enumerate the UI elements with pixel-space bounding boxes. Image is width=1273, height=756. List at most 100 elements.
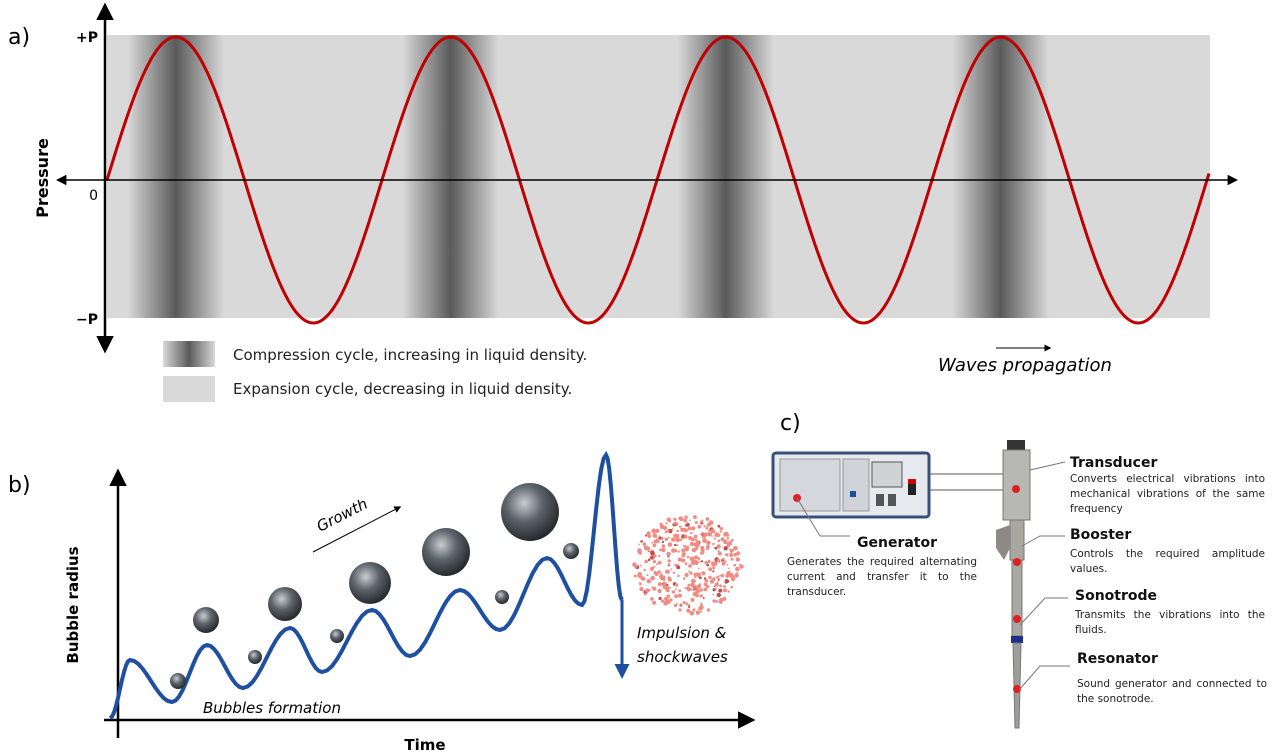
- particle: [666, 529, 670, 533]
- particle: [658, 536, 662, 540]
- particle: [656, 563, 659, 566]
- particle: [697, 561, 700, 564]
- legend-text: Expansion cycle, decreasing in liquid de…: [233, 380, 572, 398]
- particle: [693, 572, 697, 577]
- particle: [675, 521, 677, 524]
- particle: [694, 547, 699, 551]
- particle: [659, 524, 665, 530]
- particle: [674, 594, 678, 599]
- particle: [650, 575, 655, 581]
- particle: [680, 528, 685, 532]
- particle: [700, 545, 705, 550]
- particle: [705, 517, 710, 521]
- particle: [692, 588, 696, 592]
- particle: [699, 560, 702, 563]
- particle: [668, 577, 672, 582]
- particle: [727, 590, 730, 593]
- particle: [695, 593, 699, 598]
- particle: [653, 539, 658, 544]
- particle: [640, 576, 645, 581]
- particle: [727, 567, 730, 570]
- particle: [717, 539, 720, 542]
- particle: [717, 524, 721, 528]
- y-label: 0: [89, 188, 98, 204]
- particle: [677, 574, 680, 578]
- particle: [633, 574, 637, 578]
- particle: [646, 531, 651, 536]
- particle: [637, 573, 642, 578]
- particle: [736, 557, 739, 560]
- particle: [669, 586, 671, 589]
- particle: [696, 584, 702, 589]
- particle: [644, 559, 648, 564]
- particle: [667, 559, 671, 563]
- component-name: Booster: [1070, 527, 1132, 543]
- particle: [717, 578, 720, 581]
- particle: [732, 577, 736, 580]
- particle: [730, 538, 734, 542]
- bubble: [422, 528, 470, 576]
- particle: [684, 572, 689, 578]
- particle: [643, 592, 647, 596]
- particle: [676, 544, 678, 546]
- particle: [673, 604, 678, 608]
- particle: [660, 599, 665, 603]
- particle: [677, 593, 682, 598]
- particle: [706, 522, 711, 527]
- particle: [689, 572, 692, 575]
- particle: [733, 563, 737, 567]
- particle: [701, 550, 705, 554]
- legend-swatch: [163, 376, 215, 402]
- particle: [664, 597, 669, 602]
- particle: [679, 603, 682, 606]
- particle: [681, 553, 686, 558]
- particle: [714, 546, 718, 550]
- particle: [689, 519, 691, 522]
- particle: [653, 554, 657, 558]
- particle: [695, 556, 698, 559]
- component-name: Sonotrode: [1075, 588, 1158, 604]
- y-label: +P: [76, 30, 98, 46]
- generator-device: [771, 451, 931, 519]
- particle: [655, 536, 658, 538]
- particle: [689, 611, 695, 616]
- particle: [662, 575, 666, 579]
- component-name: Transducer: [1070, 455, 1158, 471]
- particle: [695, 610, 700, 615]
- particle: [672, 571, 676, 574]
- particle: [685, 602, 688, 606]
- annotation: Impulsion &: [637, 624, 727, 642]
- particle: [722, 538, 726, 542]
- particle: [714, 532, 720, 538]
- particle: [650, 597, 654, 601]
- particle: [729, 548, 731, 551]
- annotation: shockwaves: [637, 648, 728, 666]
- particle: [724, 560, 727, 563]
- particle: [702, 538, 707, 543]
- particle: [707, 531, 712, 537]
- particle: [690, 537, 695, 542]
- annotation: Waves propagation: [938, 355, 1112, 376]
- particle: [725, 573, 730, 578]
- particle: [707, 559, 711, 564]
- particle: [689, 541, 695, 547]
- particle: [679, 525, 682, 528]
- particle: [720, 573, 725, 578]
- particle: [645, 588, 650, 593]
- particle: [701, 560, 704, 563]
- particle: [683, 534, 688, 539]
- particle: [703, 582, 708, 587]
- particle: [650, 550, 655, 556]
- particle: [678, 516, 683, 521]
- particle: [684, 562, 688, 566]
- particle: [706, 563, 710, 567]
- particle: [687, 604, 690, 607]
- particle: [662, 584, 667, 589]
- particle: [650, 555, 654, 560]
- particle: [667, 536, 670, 539]
- particle: [695, 588, 701, 594]
- particle: [639, 587, 644, 592]
- component-description: Controls the required amplitude values.: [1070, 548, 1265, 575]
